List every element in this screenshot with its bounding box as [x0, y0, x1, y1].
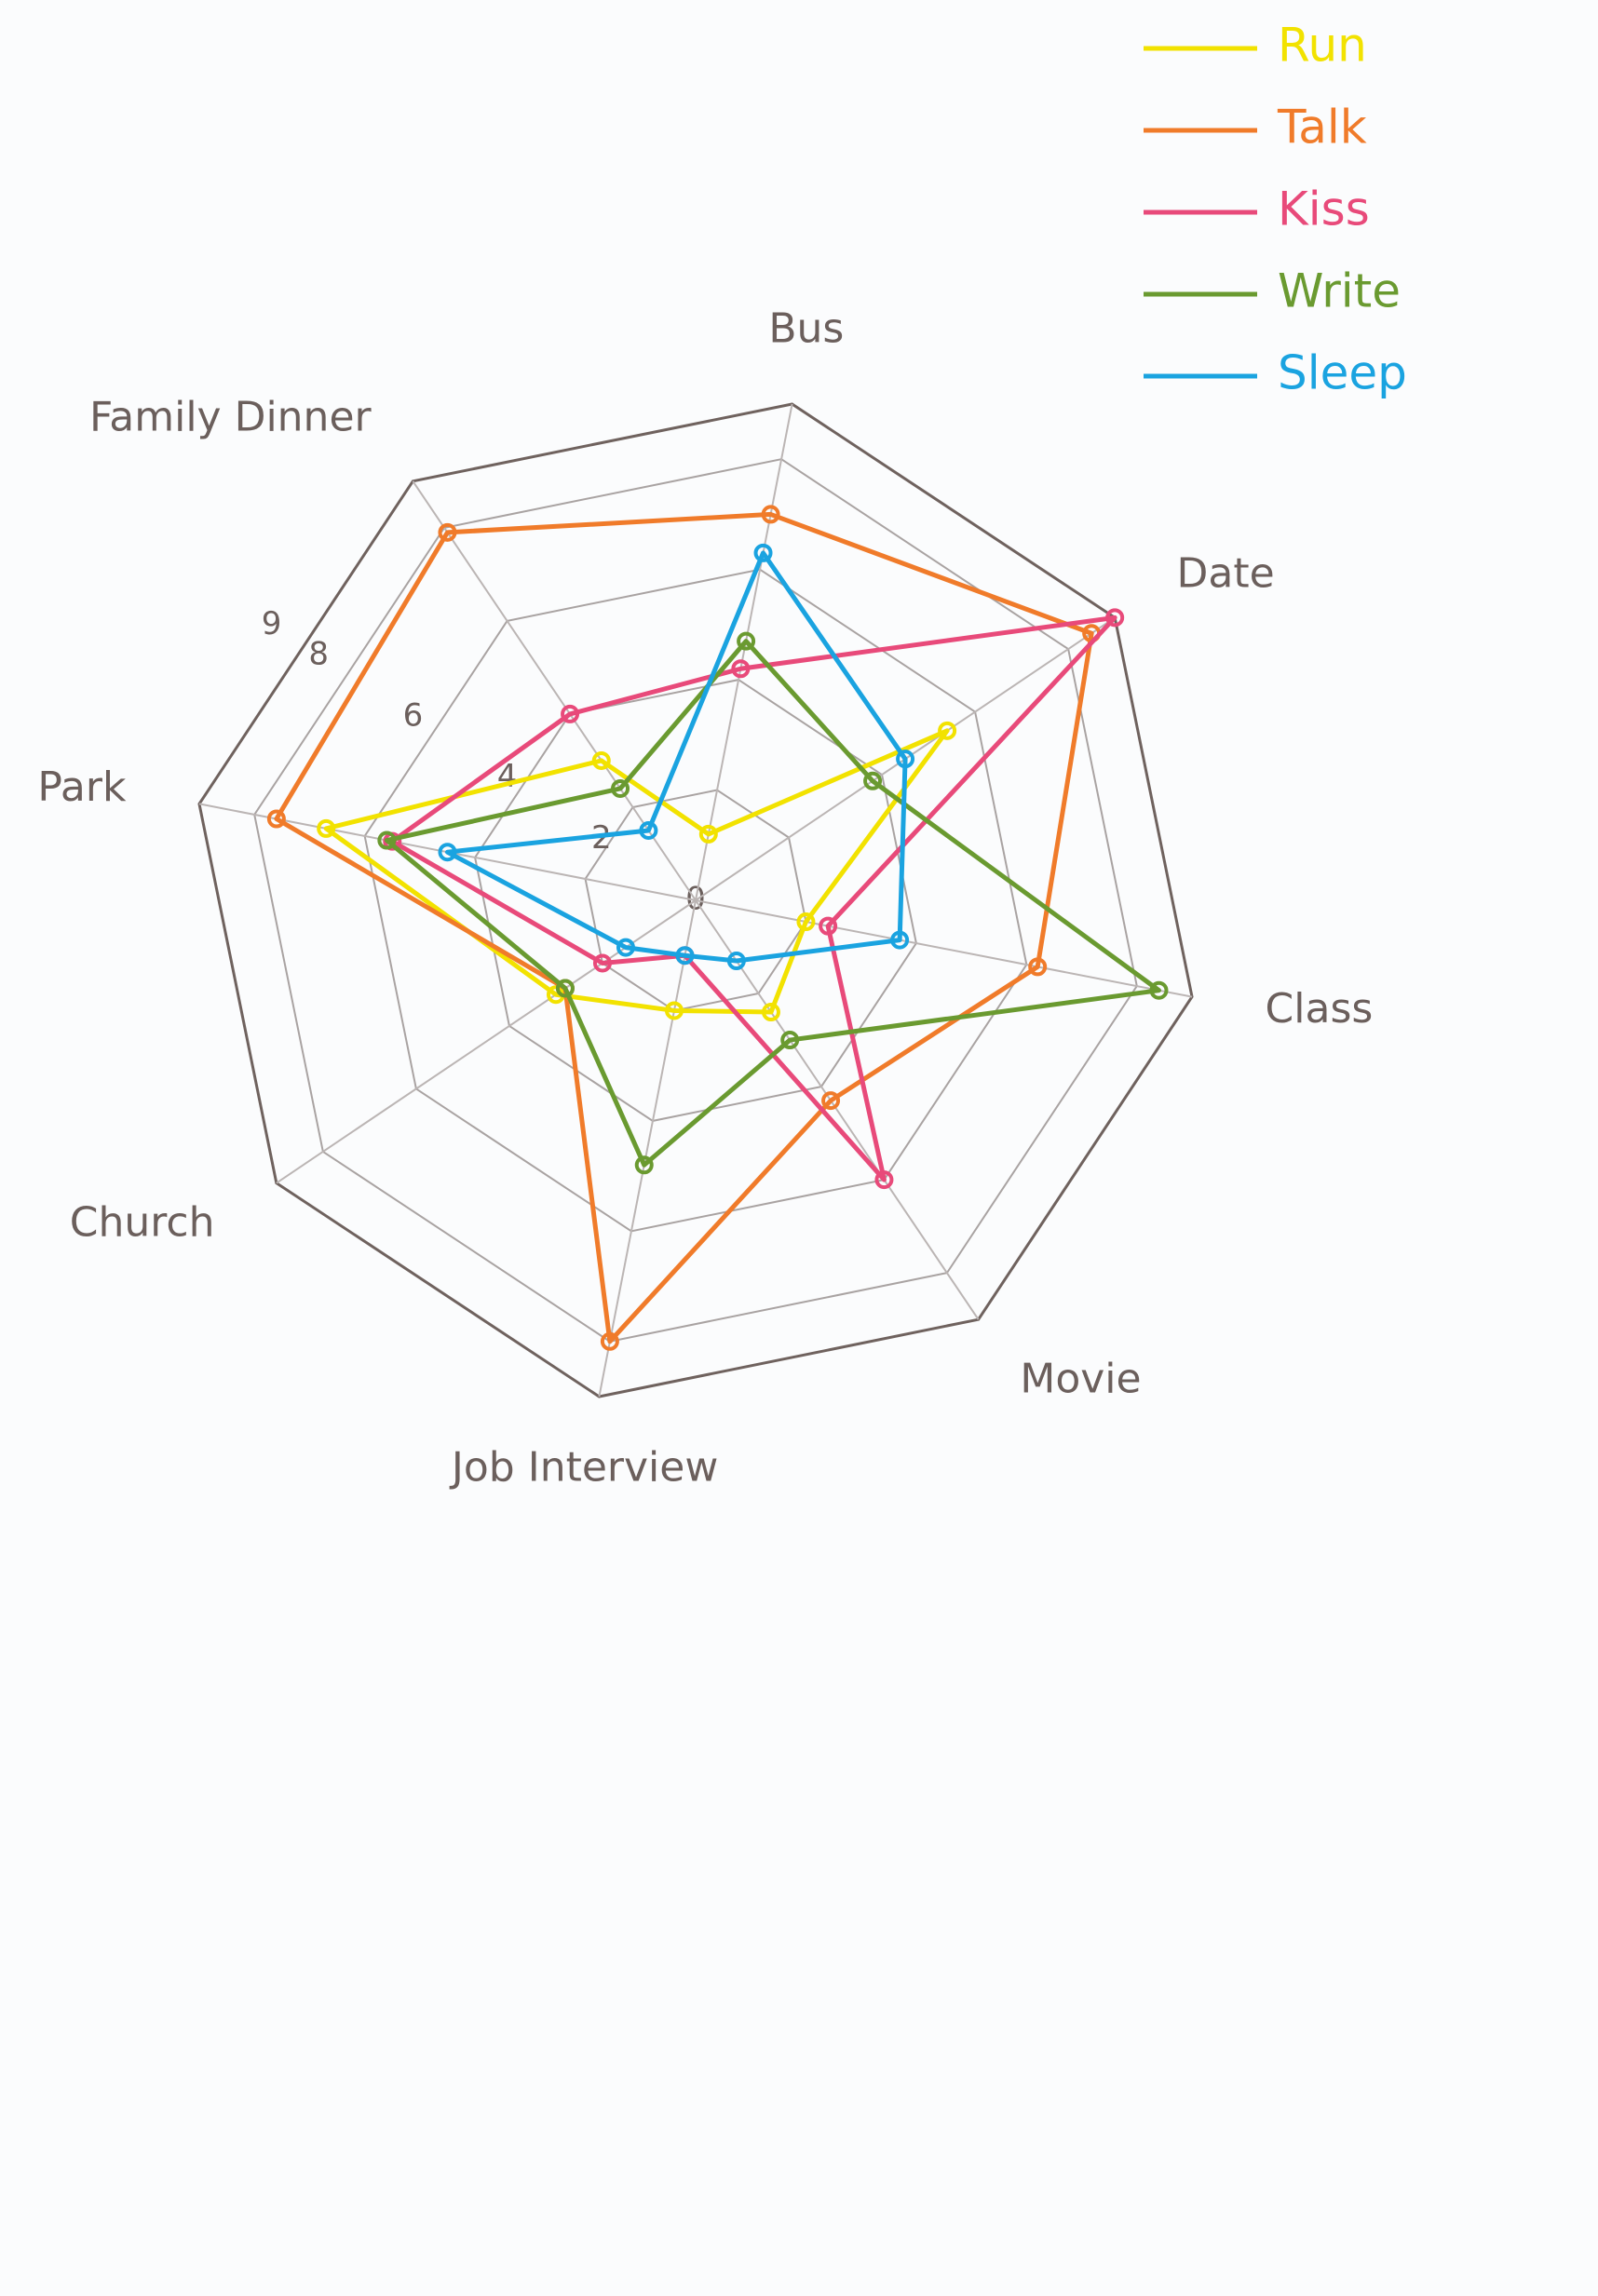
axis-label: Class	[1266, 985, 1374, 1033]
r-tick-label: 8	[308, 636, 329, 673]
axis-label: Movie	[1020, 1355, 1141, 1402]
axis-label: Date	[1176, 550, 1274, 598]
data-point	[664, 1001, 684, 1020]
legend-label: Run	[1278, 19, 1367, 73]
data-point	[761, 505, 780, 524]
data-point	[780, 1031, 800, 1050]
data-point	[896, 750, 915, 769]
data-point	[698, 824, 718, 844]
data-point	[890, 930, 910, 950]
spoke	[695, 899, 980, 1320]
data-point	[938, 721, 957, 740]
data-point	[821, 1091, 841, 1111]
series-line	[274, 511, 1094, 1344]
data-point	[1028, 957, 1048, 977]
legend-label: Sleep	[1278, 346, 1407, 400]
axis-label: Job Interview	[449, 1444, 718, 1492]
data-point	[874, 1170, 894, 1190]
data-point	[731, 659, 751, 679]
data-point	[266, 809, 286, 829]
series-line	[384, 639, 1161, 1168]
data-point	[591, 750, 611, 770]
data-point	[377, 831, 397, 850]
data-point	[761, 1003, 780, 1022]
data-point	[639, 820, 658, 840]
data-point	[561, 704, 580, 723]
data-point	[317, 818, 336, 838]
spoke	[695, 899, 1193, 998]
data-point	[726, 952, 746, 971]
data-point	[753, 543, 773, 562]
data-point	[438, 843, 457, 862]
data-point	[1105, 608, 1125, 628]
data-point	[634, 1155, 654, 1175]
data-point	[796, 912, 816, 932]
r-tick-label: 6	[403, 696, 424, 734]
legend-label: Kiss	[1278, 182, 1370, 236]
series-line	[444, 550, 908, 964]
data-point	[1149, 980, 1169, 1000]
axis-label: Bus	[768, 304, 844, 352]
axis-label: Family Dinner	[89, 394, 372, 441]
data-point	[675, 946, 695, 966]
r-tick-label: 9	[262, 605, 282, 642]
legend-label: Talk	[1277, 101, 1367, 155]
legend-label: Write	[1278, 264, 1401, 318]
axis-label: Church	[70, 1198, 215, 1246]
series-line	[323, 728, 950, 1015]
data-point	[592, 953, 612, 973]
series-line	[389, 615, 1117, 1182]
data-point	[438, 522, 457, 542]
data-point	[611, 778, 630, 798]
data-point	[616, 938, 635, 957]
data-point	[737, 631, 756, 651]
data-point	[555, 979, 575, 998]
axis-label: Park	[37, 763, 127, 811]
data-point	[600, 1331, 619, 1351]
data-point	[819, 916, 838, 936]
data-point	[863, 771, 883, 790]
spoke	[598, 899, 697, 1398]
spoke	[695, 403, 793, 901]
